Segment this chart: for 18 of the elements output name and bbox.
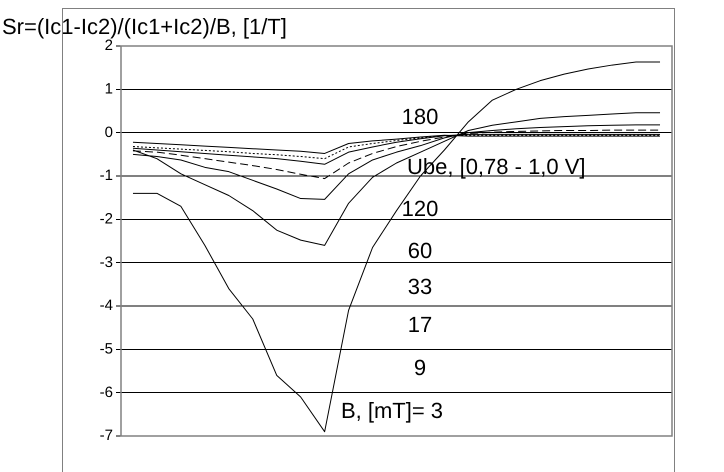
y-tick-label: 0 xyxy=(104,124,113,141)
annotation: 9 xyxy=(414,355,426,380)
y-tick-label: -6 xyxy=(100,384,113,401)
annotation: 17 xyxy=(408,312,432,338)
annotation: B, [mT]= 3 xyxy=(340,398,444,424)
annotation: 120 xyxy=(402,196,438,222)
y-tick-label: -1 xyxy=(100,167,113,184)
chart-title: Sr=(Ic1-Ic2)/(Ic1+Ic2)/B, [1/T] xyxy=(2,14,287,40)
annotation: 33 xyxy=(408,274,432,300)
y-tick-label: 1 xyxy=(104,80,113,98)
y-tick-label: 2 xyxy=(104,37,113,54)
annotation: 60 xyxy=(408,238,432,264)
y-tick-label: -7 xyxy=(100,427,113,444)
y-tick-label: -2 xyxy=(100,210,113,228)
y-tick-label: -4 xyxy=(100,297,113,314)
y-tick-label: -5 xyxy=(100,340,113,358)
annotation: 180 xyxy=(402,104,438,130)
y-tick-label: -3 xyxy=(100,254,113,271)
